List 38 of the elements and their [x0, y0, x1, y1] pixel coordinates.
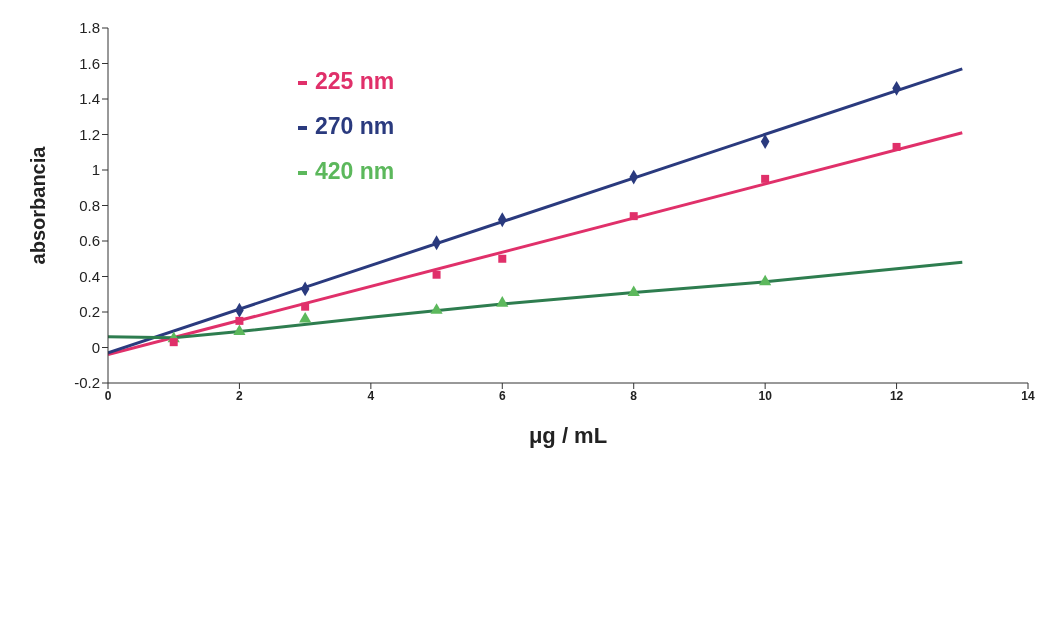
legend-label: 225 nm: [314, 68, 395, 95]
y-tick-label: 1.2: [79, 125, 100, 143]
point: [629, 212, 638, 221]
x-tick-label: 6: [498, 388, 506, 403]
point: [430, 303, 443, 314]
legend-label: 270 nm: [314, 113, 395, 140]
x-axis-title: μg / mL: [528, 423, 608, 448]
point: [498, 254, 507, 263]
point: [233, 324, 246, 336]
y-tick-label: -0.2: [74, 374, 100, 392]
x-tick-label: 12: [889, 388, 904, 403]
y-tick-label: 1: [91, 161, 100, 179]
x-tick-label: 14: [1021, 388, 1035, 403]
y-tick-label: 0: [91, 338, 100, 356]
point: [169, 338, 178, 347]
y-axis-title: absorbancia: [27, 145, 50, 265]
point: [761, 174, 770, 183]
y-tick-label: 0.8: [79, 196, 100, 214]
point: [301, 302, 310, 311]
y-tick-label: 1.4: [79, 90, 100, 108]
point: [627, 285, 640, 296]
y-tick-label: 0.2: [79, 303, 100, 321]
point: [496, 296, 509, 307]
y-tick-label: 0.6: [79, 232, 100, 250]
point: [892, 142, 901, 151]
x-tick-label: 8: [630, 388, 638, 403]
x-tick-label: 10: [758, 388, 773, 403]
y-tick-label: 0.4: [79, 267, 100, 285]
x-tick-label: 4: [367, 388, 375, 403]
point: [299, 312, 312, 323]
x-tick-label: 0: [104, 388, 112, 403]
legend-label: 420 nm: [314, 158, 395, 185]
x-tick-label: 2: [236, 388, 244, 403]
point: [235, 316, 244, 325]
point: [432, 270, 441, 279]
y-tick-label: 1.6: [79, 54, 100, 72]
y-tick-label: 1.8: [79, 19, 100, 37]
point: [759, 274, 772, 286]
